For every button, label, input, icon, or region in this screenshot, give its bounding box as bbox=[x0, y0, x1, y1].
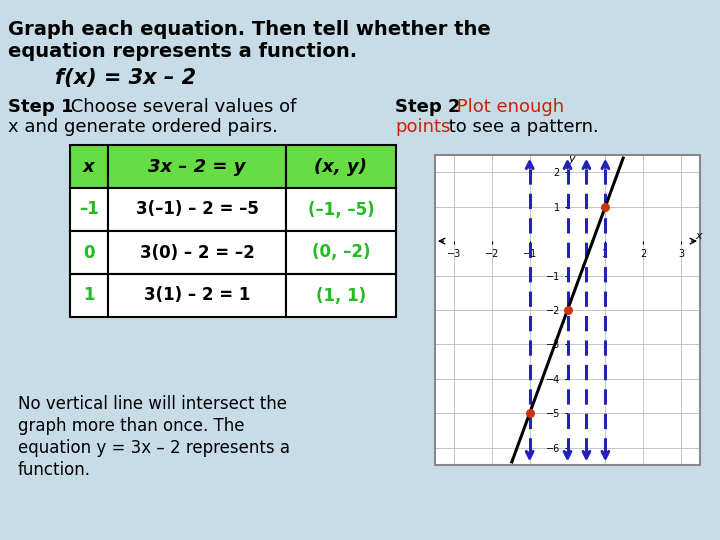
Text: (–1, –5): (–1, –5) bbox=[307, 200, 374, 219]
Text: y: y bbox=[569, 154, 575, 164]
Polygon shape bbox=[70, 231, 108, 274]
Text: equation y = 3x – 2 represents a: equation y = 3x – 2 represents a bbox=[18, 439, 290, 457]
Polygon shape bbox=[70, 145, 108, 188]
Text: 0: 0 bbox=[84, 244, 95, 261]
Text: points: points bbox=[395, 118, 451, 136]
Text: 3(0) – 2 = –2: 3(0) – 2 = –2 bbox=[140, 244, 254, 261]
Text: Step 1: Step 1 bbox=[8, 98, 73, 116]
Text: (0, –2): (0, –2) bbox=[312, 244, 370, 261]
Text: graph more than once. The: graph more than once. The bbox=[18, 417, 245, 435]
Text: function.: function. bbox=[18, 461, 91, 479]
Text: –1: –1 bbox=[79, 200, 99, 219]
Text: x: x bbox=[84, 158, 95, 176]
Text: Choose several values of: Choose several values of bbox=[65, 98, 297, 116]
Text: to see a pattern.: to see a pattern. bbox=[443, 118, 599, 136]
Text: No vertical line will intersect the: No vertical line will intersect the bbox=[18, 395, 287, 413]
Polygon shape bbox=[70, 274, 108, 317]
Polygon shape bbox=[108, 145, 286, 188]
Polygon shape bbox=[286, 188, 396, 231]
Bar bbox=[435, 155, 700, 465]
Text: x: x bbox=[695, 231, 701, 241]
Point bbox=[524, 409, 536, 417]
Text: 1: 1 bbox=[84, 287, 95, 305]
Text: (1, 1): (1, 1) bbox=[316, 287, 366, 305]
Polygon shape bbox=[286, 231, 396, 274]
Text: (x, y): (x, y) bbox=[315, 158, 367, 176]
Polygon shape bbox=[108, 231, 286, 274]
Text: 3x – 2 = y: 3x – 2 = y bbox=[148, 158, 246, 176]
Text: f(x) = 3x – 2: f(x) = 3x – 2 bbox=[55, 68, 196, 88]
Text: Graph each equation. Then tell whether the: Graph each equation. Then tell whether t… bbox=[8, 20, 491, 39]
Text: Step 2: Step 2 bbox=[395, 98, 461, 116]
Polygon shape bbox=[108, 274, 286, 317]
Point bbox=[562, 306, 573, 314]
Polygon shape bbox=[286, 274, 396, 317]
Text: x and generate ordered pairs.: x and generate ordered pairs. bbox=[8, 118, 278, 136]
Text: 3(–1) – 2 = –5: 3(–1) – 2 = –5 bbox=[135, 200, 258, 219]
Polygon shape bbox=[286, 145, 396, 188]
Text: Plot enough: Plot enough bbox=[451, 98, 564, 116]
Text: 3(1) – 2 = 1: 3(1) – 2 = 1 bbox=[144, 287, 250, 305]
Point bbox=[600, 202, 611, 211]
Text: equation represents a function.: equation represents a function. bbox=[8, 42, 357, 61]
Polygon shape bbox=[70, 188, 108, 231]
Polygon shape bbox=[108, 188, 286, 231]
